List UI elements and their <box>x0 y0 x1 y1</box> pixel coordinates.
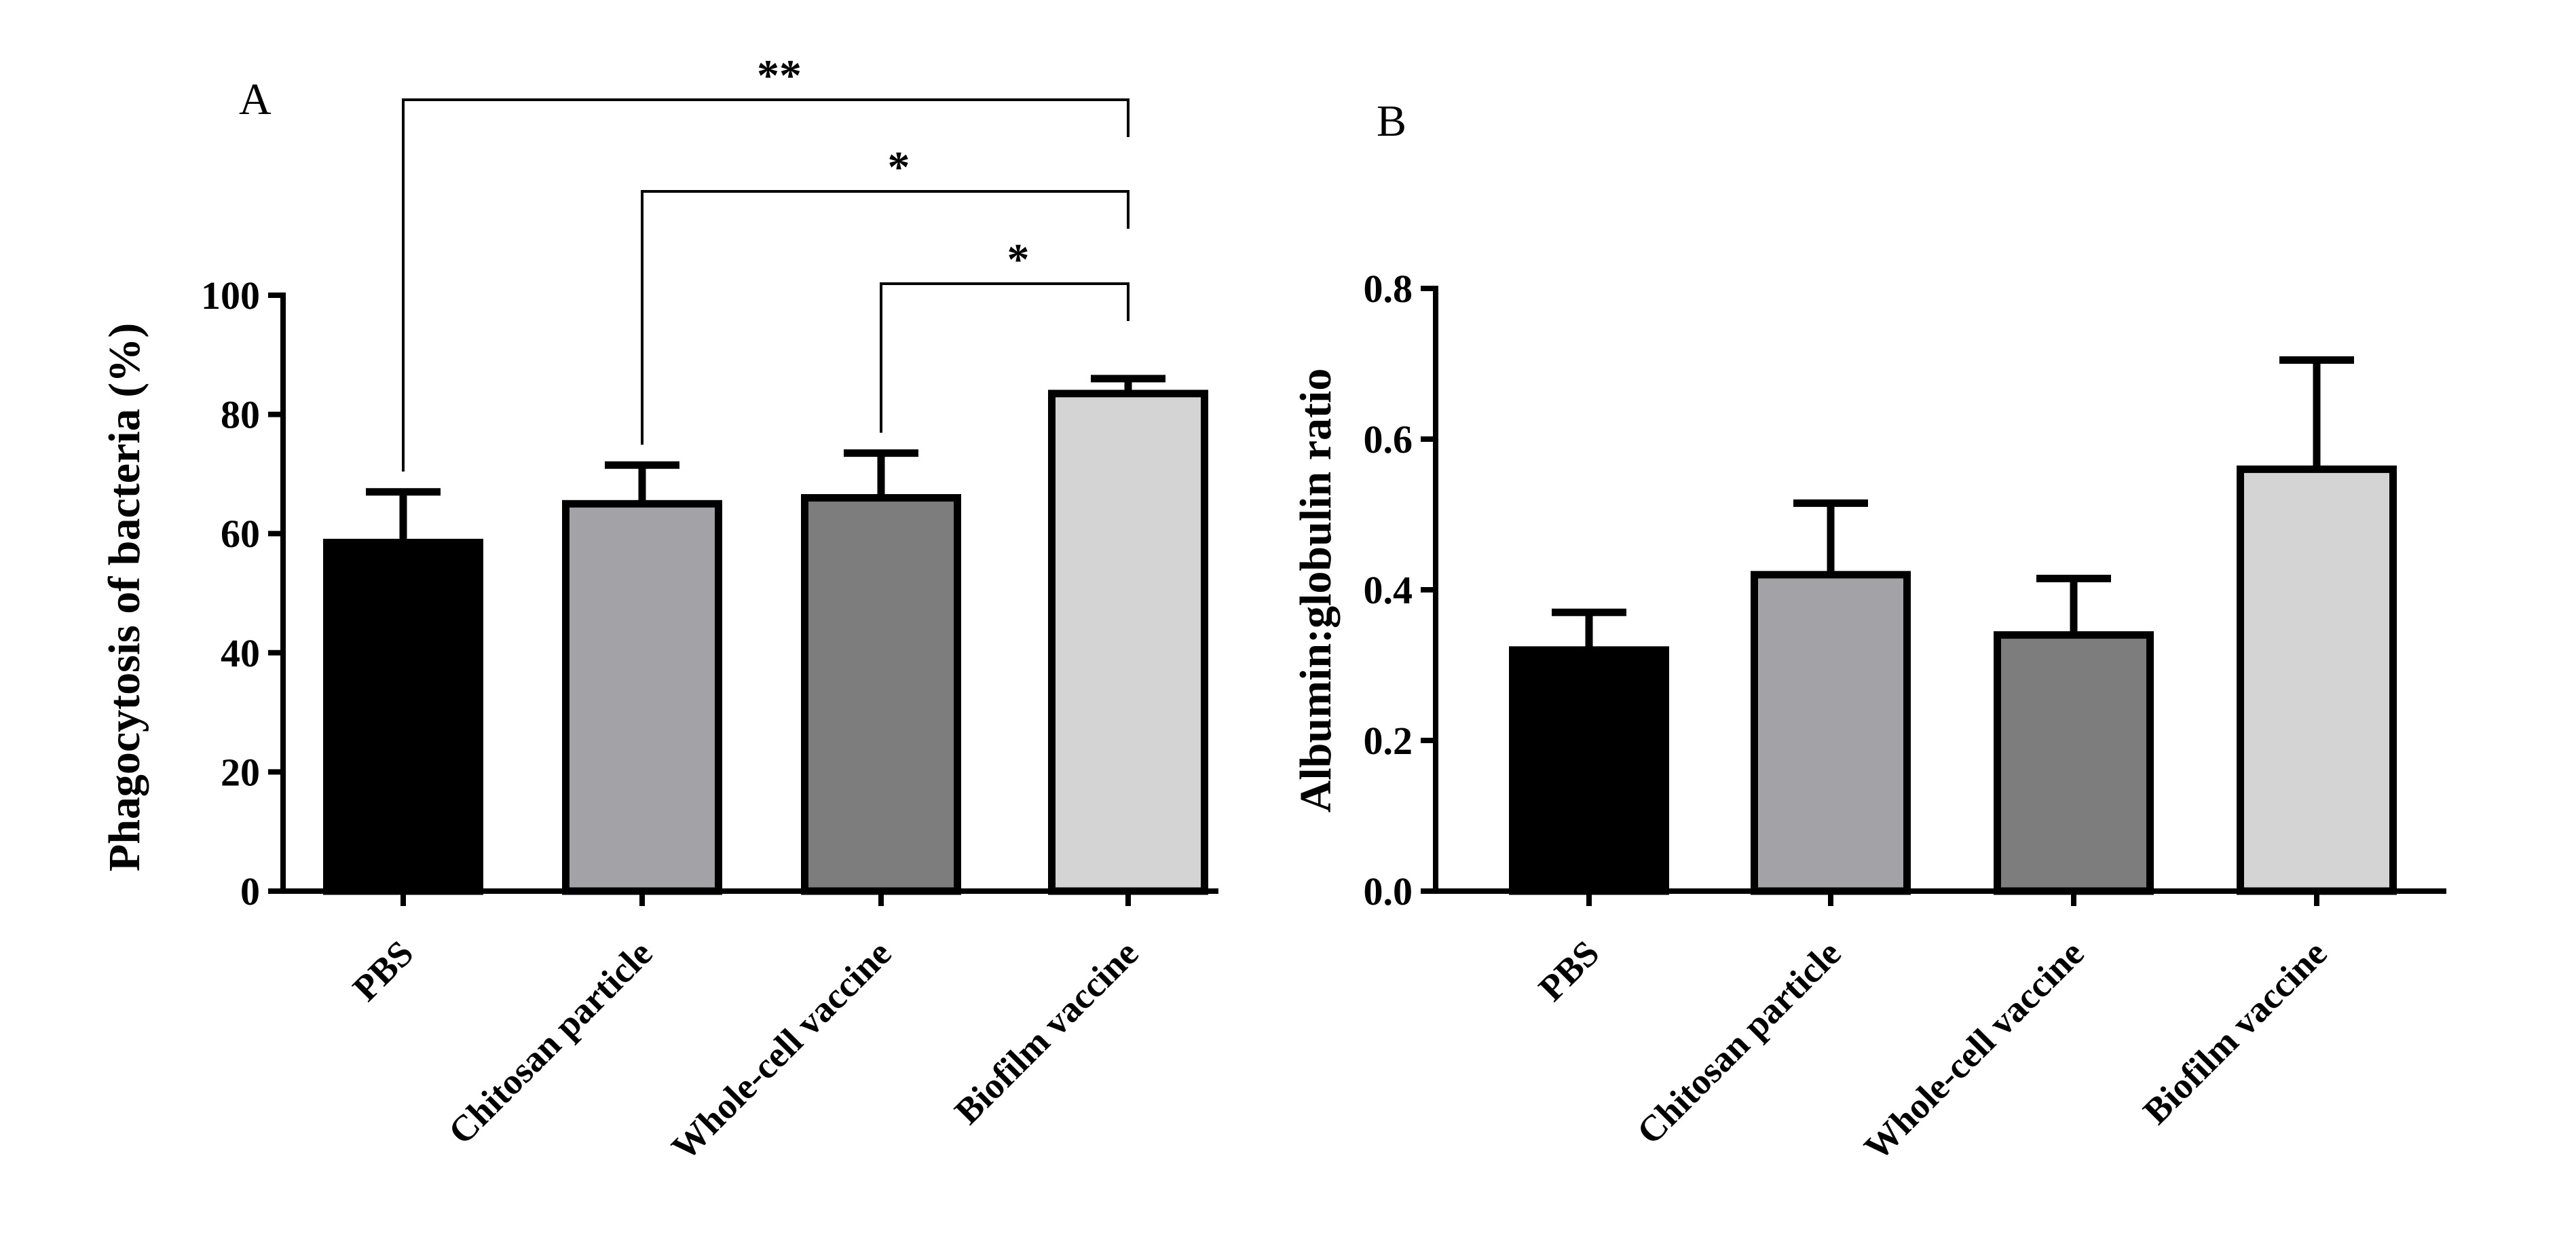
y-tick-label: 100 <box>201 274 260 318</box>
y-tick-label: 40 <box>221 631 260 675</box>
significance-label: ** <box>757 51 802 100</box>
bar-3 <box>2237 465 2397 895</box>
y-axis-title: Phagocytosis of bacteria (%) <box>100 323 149 871</box>
x-tick-label: Whole-cell vaccine <box>1856 933 2092 1168</box>
significance-label: * <box>1007 235 1030 284</box>
panel-letter: B <box>1377 96 1406 146</box>
bar-2 <box>1994 631 2154 895</box>
bar-2 <box>801 494 961 895</box>
y-tick-label: 0.0 <box>1364 869 1413 914</box>
bar-1 <box>562 500 722 895</box>
x-tick-label: Biofilm vaccine <box>2135 933 2335 1132</box>
x-tick-label: Chitosan particle <box>441 933 660 1152</box>
y-tick-label: 60 <box>221 512 260 556</box>
panel-b-chart: B Albumin:globulin ratio PBS Chitosan parti… <box>1291 96 2446 1168</box>
x-tick-label: Chitosan particle <box>1629 933 1849 1152</box>
panel-letter: A <box>239 75 272 124</box>
y-tick-label: 0.8 <box>1364 267 1413 311</box>
bar-0 <box>1509 646 1669 895</box>
x-tick-label: Whole-cell vaccine <box>664 933 899 1168</box>
x-tick-label: PBS <box>1531 933 1607 1009</box>
y-tick-label: 0 <box>240 869 260 914</box>
y-tick-label: 0.4 <box>1364 568 1413 612</box>
y-tick-label: 0.2 <box>1364 719 1413 763</box>
panel-a-chart: A Phagocytosis of bacteria (%) PBS Chitosan… <box>100 51 1218 1168</box>
significance-bracket-0 <box>402 98 1130 472</box>
significance-label: * <box>888 143 910 192</box>
x-tick-label: PBS <box>345 933 421 1009</box>
significance-bracket-2 <box>880 282 1130 433</box>
bar-1 <box>1751 571 1911 895</box>
y-axis-title: Albumin:globulin ratio <box>1291 369 1341 813</box>
x-tick-label: Biofilm vaccine <box>947 933 1146 1132</box>
bar-0 <box>323 538 483 895</box>
y-tick-label: 80 <box>221 393 260 437</box>
significance-bracket-1 <box>641 190 1130 445</box>
y-tick-label: 20 <box>221 750 260 794</box>
y-tick-label: 0.6 <box>1364 417 1413 462</box>
bar-3 <box>1048 390 1208 895</box>
